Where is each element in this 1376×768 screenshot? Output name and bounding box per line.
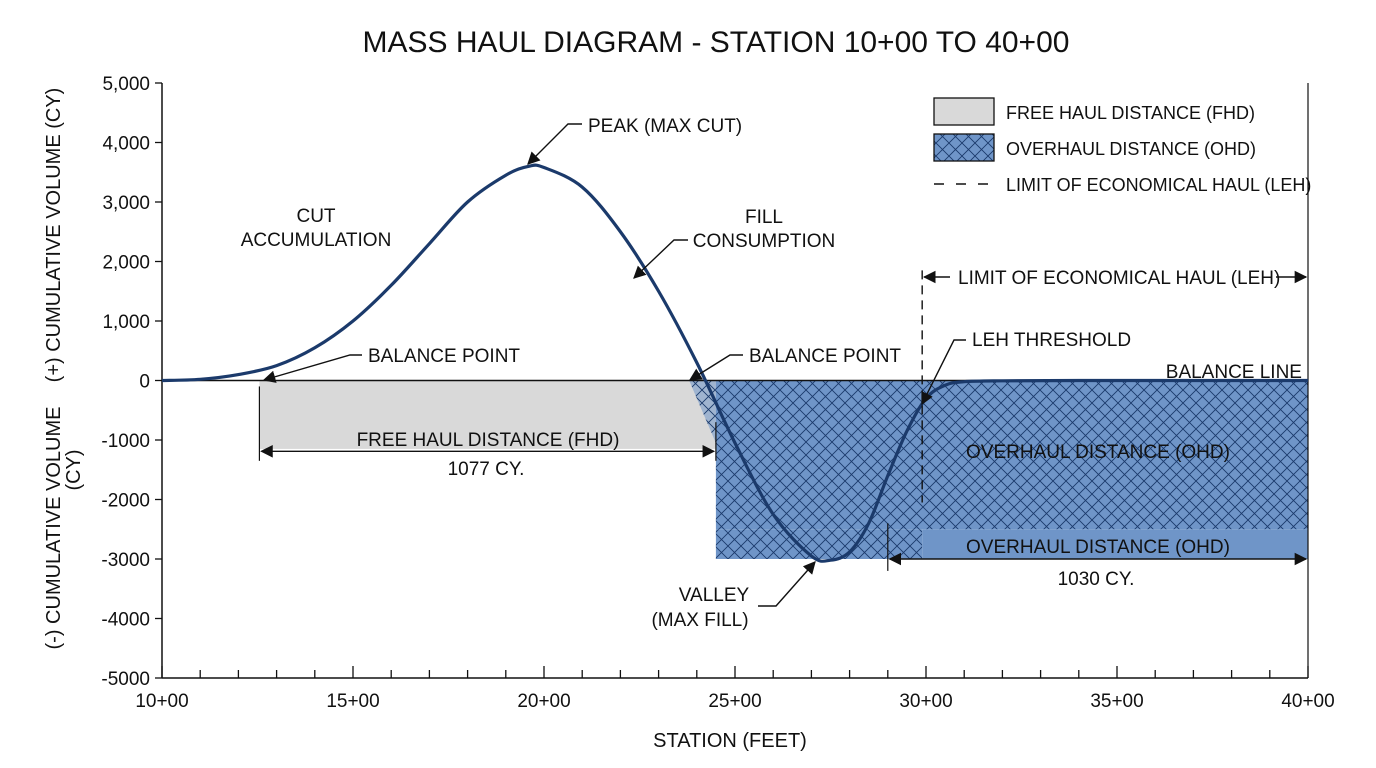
y-tick-label: -2000: [101, 491, 150, 512]
y-tick-label: 0: [139, 372, 150, 393]
balance-point-arrow-2: [688, 354, 743, 381]
y-tick-label: 5,000: [102, 74, 150, 95]
y-tick-label: -4000: [101, 610, 150, 631]
balance-point-arrow-1: [262, 354, 362, 383]
ohd-wedge-hatch: [689, 380, 716, 443]
y-tick-label: -5000: [101, 669, 150, 690]
legend-swatch-ohd-hatch: [933, 133, 995, 162]
ohd-value: 1030 CY.: [1058, 569, 1135, 590]
peak-arrow: [527, 123, 582, 165]
x-tick-label: 25+00: [708, 691, 761, 712]
annotations-layer: PEAK (MAX CUT) CUT ACCUMULATION FILL CONSUMP…: [241, 116, 1308, 631]
cut-annotation-line2: ACCUMULATION: [241, 230, 392, 251]
x-tick-label: 30+00: [899, 691, 952, 712]
ohd-label-band: OVERHAUL DISTANCE (OHD): [966, 537, 1230, 558]
fill-annotation-line1: FILL: [745, 207, 783, 228]
ohd-hatched-pattern: [715, 529, 923, 559]
y-tick-label: 2,000: [102, 253, 150, 274]
y-tick-label: 3,000: [102, 193, 150, 214]
x-tick-label: 40+00: [1281, 691, 1334, 712]
x-tick-label: 15+00: [326, 691, 379, 712]
balance-point-annotation-1: BALANCE POINT: [368, 346, 520, 367]
cut-annotation-line1: CUT: [296, 206, 335, 227]
leh-threshold-arrow: [921, 339, 966, 406]
y-tick-label: 1,000: [102, 312, 150, 333]
balance-point-annotation-2: BALANCE POINT: [749, 346, 901, 367]
leh-threshold-annotation: LEH THRESHOLD: [972, 330, 1131, 351]
chart-title: MASS HAUL DIAGRAM - STATION 10+00 TO 40+…: [363, 26, 1070, 59]
x-tick-label: 35+00: [1090, 691, 1143, 712]
haul-regions: [259, 380, 1308, 559]
series-layer: [161, 163, 1308, 563]
fhd-label: FREE HAUL DISTANCE (FHD): [357, 430, 620, 451]
ohd-hatched-pattern: [715, 380, 1308, 530]
balance-line-label: BALANCE LINE: [1166, 362, 1302, 383]
y-axis-label-positive: (+) CUMULATIVE VOLUME (CY): [43, 88, 65, 383]
x-axis-label: STATION (FEET): [653, 730, 807, 752]
fill-annotation-line2: CONSUMPTION: [693, 231, 836, 252]
mass-haul-curve: [161, 163, 1308, 563]
y-tick-label: 4,000: [102, 134, 150, 155]
peak-annotation: PEAK (MAX CUT): [588, 116, 742, 137]
legend-label: OVERHAUL DISTANCE (OHD): [1006, 139, 1256, 159]
y-tick-label: -1000: [101, 431, 150, 452]
y-tick-label: -3000: [101, 550, 150, 571]
x-tick-label: 20+00: [517, 691, 570, 712]
legend-label: FREE HAUL DISTANCE (FHD): [1006, 103, 1255, 123]
valley-annotation-line2: (MAX FILL): [651, 610, 748, 631]
x-tick-label: 10+00: [135, 691, 188, 712]
ohd-label-top: OVERHAUL DISTANCE (OHD): [966, 442, 1230, 463]
valley-annotation-line1: VALLEY: [679, 585, 750, 606]
legend-label: LIMIT OF ECONOMICAL HAUL (LEH): [1006, 175, 1311, 195]
legend-swatch-fhd: [933, 97, 995, 126]
legend: FREE HAUL DISTANCE (FHD) OVERHAUL DISTANC…: [933, 97, 1311, 195]
fhd-value: 1077 CY.: [448, 459, 525, 480]
valley-arrow: [758, 561, 816, 607]
fill-arrow: [633, 239, 688, 279]
y-axis-label-negative-line1: (-) CUMULATIVE VOLUME: [43, 407, 65, 650]
fhd-region: [259, 380, 716, 449]
leh-span-label: LIMIT OF ECONOMICAL HAUL (LEH): [958, 268, 1280, 289]
y-axis-label-negative-line2: (CY): [63, 449, 85, 490]
